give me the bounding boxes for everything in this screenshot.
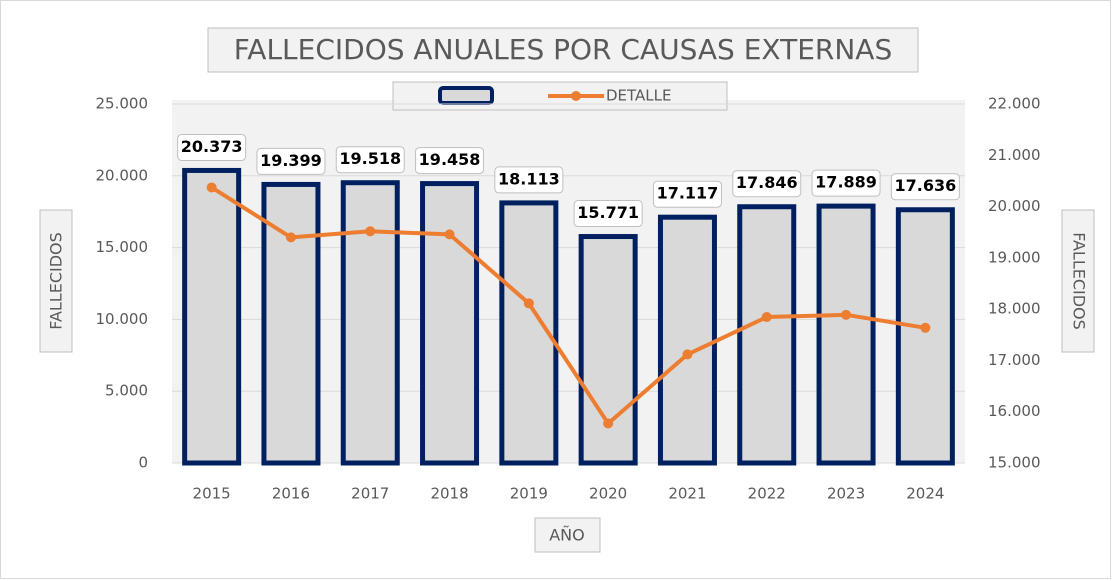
line-marker xyxy=(285,232,296,243)
value-label-box xyxy=(652,180,722,208)
legend-bar-symbol xyxy=(438,86,494,105)
x-tick-label: 2021 xyxy=(668,485,706,503)
y-tick-label: 10.000 xyxy=(96,310,149,328)
line-marker xyxy=(920,322,931,333)
line-marker xyxy=(365,226,376,237)
title-box xyxy=(207,27,919,73)
bar xyxy=(657,214,717,466)
x-tick-label: 2018 xyxy=(430,485,468,503)
value-label: 18.113 xyxy=(498,169,560,188)
value-label: 17.846 xyxy=(736,173,798,192)
x-tick-label: 2020 xyxy=(589,485,627,503)
value-label: 17.889 xyxy=(815,173,877,192)
y2-label-box xyxy=(1061,209,1095,353)
line-marker xyxy=(444,229,455,240)
bar xyxy=(420,181,480,466)
chart-title: FALLECIDOS ANUALES POR CAUSAS EXTERNAS xyxy=(234,33,892,66)
value-label-box xyxy=(811,169,881,197)
x-tick-label: 2015 xyxy=(193,485,231,503)
value-label-box xyxy=(890,173,960,201)
y2-tick-label: 18.000 xyxy=(988,300,1041,318)
line-marker xyxy=(682,349,693,360)
x-tick-label: 2017 xyxy=(351,485,389,503)
x-tick-label: 2016 xyxy=(272,485,310,503)
x-tick-label: 2019 xyxy=(510,485,548,503)
bar xyxy=(737,204,797,466)
line-marker xyxy=(206,182,217,193)
y-label-box xyxy=(39,209,73,353)
y-tick-label: 0 xyxy=(138,454,148,472)
y2-tick-label: 16.000 xyxy=(988,402,1041,420)
line-marker xyxy=(603,418,614,429)
y-tick-label: 5.000 xyxy=(105,382,148,400)
value-label: 17.636 xyxy=(894,176,956,195)
y2-tick-label: 20.000 xyxy=(988,197,1041,215)
legend-marker xyxy=(571,91,581,101)
x-axis-label: AÑO xyxy=(549,526,585,545)
legend-label: DETALLE xyxy=(606,87,671,105)
y-axis-label: FALLECIDOS xyxy=(47,232,66,330)
y2-tick-label: 17.000 xyxy=(988,351,1041,369)
y-tick-label: 25.000 xyxy=(96,95,149,113)
value-label-box xyxy=(494,166,564,194)
line-marker xyxy=(761,312,772,323)
value-label-box xyxy=(732,170,802,198)
y2-tick-label: 22.000 xyxy=(988,95,1041,113)
value-label: 15.771 xyxy=(577,203,639,222)
value-label: 20.373 xyxy=(181,137,243,156)
value-label-box xyxy=(335,146,405,174)
value-label: 19.518 xyxy=(339,149,401,168)
bar xyxy=(895,207,955,466)
value-label-box xyxy=(177,133,247,161)
bar xyxy=(340,180,400,466)
value-label-box xyxy=(256,147,326,175)
x-tick-label: 2024 xyxy=(906,485,944,503)
value-label-box xyxy=(573,200,643,228)
value-label: 19.458 xyxy=(419,150,481,169)
y2-tick-label: 15.000 xyxy=(988,454,1041,472)
x-tick-label: 2022 xyxy=(748,485,786,503)
y2-axis-label: FALLECIDOS xyxy=(1070,232,1089,330)
bar xyxy=(816,203,876,466)
y-tick-label: 15.000 xyxy=(96,238,149,256)
x-label-box xyxy=(534,517,601,553)
bar xyxy=(261,181,321,466)
bar xyxy=(578,234,638,466)
y2-tick-label: 21.000 xyxy=(988,146,1041,164)
line-marker xyxy=(523,298,534,309)
x-tick-label: 2023 xyxy=(827,485,865,503)
bar xyxy=(182,167,242,466)
value-label: 17.117 xyxy=(657,184,719,203)
value-label: 19.399 xyxy=(260,151,322,170)
line-marker xyxy=(841,309,852,320)
y-tick-label: 20.000 xyxy=(96,166,149,184)
value-label-box xyxy=(415,147,485,175)
line xyxy=(210,185,926,426)
y2-tick-label: 19.000 xyxy=(988,248,1041,266)
